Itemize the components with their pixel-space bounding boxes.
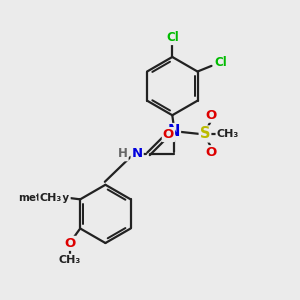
Text: methoxy: methoxy	[18, 193, 70, 203]
Text: O: O	[64, 237, 75, 250]
Text: S: S	[200, 127, 210, 142]
Text: CH₃: CH₃	[39, 193, 62, 203]
Text: Cl: Cl	[166, 31, 179, 44]
Text: O: O	[205, 146, 217, 159]
Text: O: O	[58, 191, 70, 204]
Text: O: O	[205, 109, 217, 122]
Text: H: H	[118, 147, 128, 161]
Text: Cl: Cl	[214, 56, 227, 69]
Text: N: N	[132, 147, 143, 161]
Text: O: O	[163, 128, 174, 141]
Text: CH₃: CH₃	[216, 129, 239, 139]
Text: N: N	[168, 124, 180, 139]
Text: CH₃: CH₃	[59, 255, 81, 265]
